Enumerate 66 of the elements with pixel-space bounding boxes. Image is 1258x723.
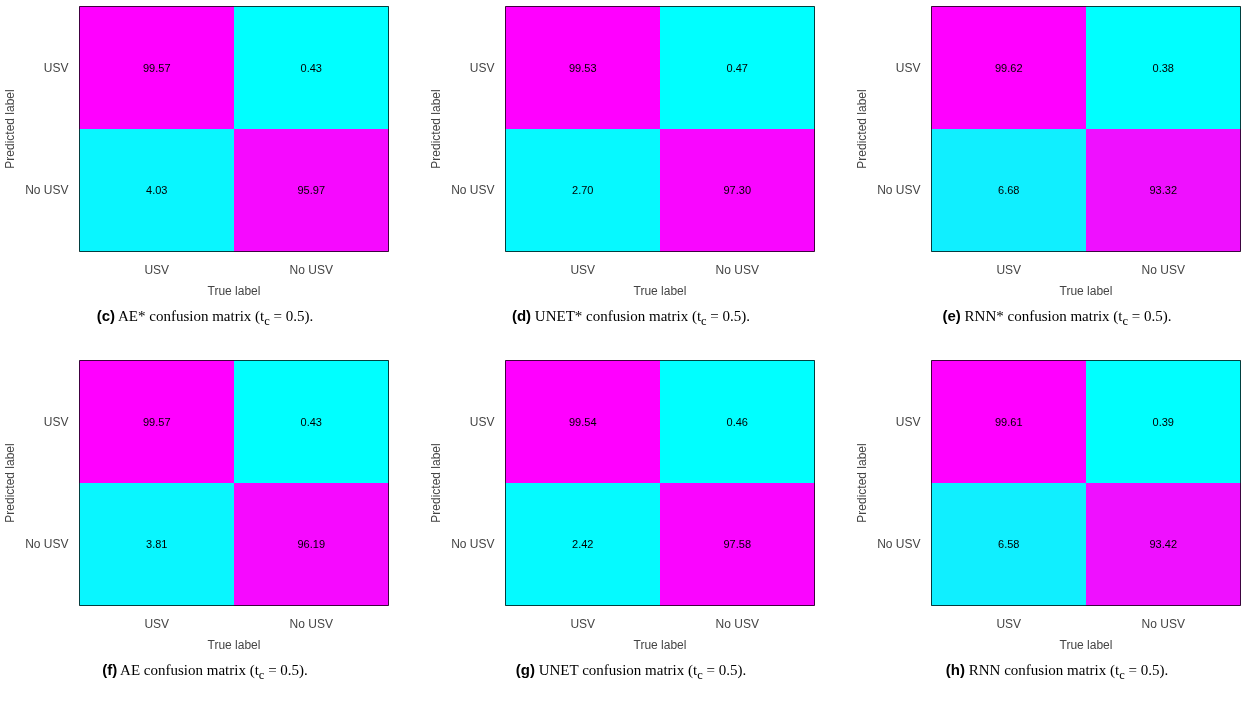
y-tick-label: USV (895, 60, 921, 75)
text: (f) AE confusion matrix (t$_{c}$ = 0.5). (101, 660, 309, 684)
y-tick-label: No USV (25, 537, 69, 552)
data-label: 0.38 (1152, 61, 1174, 74)
data-label: 0.46 (726, 415, 748, 428)
y-tick-label: No USV (25, 183, 69, 198)
x-axis-title: True label (633, 283, 687, 298)
data-label: 97.30 (723, 184, 752, 197)
x-tick-label: USV (144, 616, 170, 631)
x-axis-title: True label (633, 637, 687, 652)
data-label: 0.47 (726, 61, 748, 74)
x-tick-label: No USV (1141, 262, 1185, 277)
y-tick-label: USV (43, 60, 69, 75)
x-tick-label: No USV (715, 262, 759, 277)
y-axis-title: Predicted label (429, 443, 444, 523)
x-tick-label: No USV (1141, 616, 1185, 631)
x-axis-title: True label (207, 637, 261, 652)
data-label: 99.61 (994, 415, 1023, 428)
x-axis-title: True label (1059, 283, 1113, 298)
x-tick-label: USV (144, 262, 170, 277)
x-axis-title: True label (1059, 637, 1113, 652)
data-label: 2.42 (572, 538, 594, 551)
data-label: 4.03 (146, 184, 168, 197)
y-axis-title: Predicted label (3, 89, 18, 169)
data-label: 96.19 (297, 538, 326, 551)
y-axis-title: Predicted label (855, 89, 870, 169)
x-tick-label: USV (996, 262, 1022, 277)
x-tick-label: USV (996, 616, 1022, 631)
y-tick-label: No USV (877, 537, 921, 552)
x-tick-label: No USV (715, 616, 759, 631)
y-tick-label: USV (469, 60, 495, 75)
x-axis-title: True label (207, 283, 261, 298)
text: (d) UNET* confusion matrix (t$_{c}$ = 0.5). (510, 306, 752, 330)
x-tick-label: USV (570, 262, 596, 277)
data-label: 99.54 (568, 415, 597, 428)
y-tick-label: USV (895, 414, 921, 429)
data-label: 3.81 (146, 538, 168, 551)
data-label: 6.58 (998, 538, 1020, 551)
y-tick-label: No USV (877, 183, 921, 198)
data-label: 2.70 (572, 184, 594, 197)
x-tick-label: No USV (289, 616, 333, 631)
y-tick-label: No USV (451, 537, 495, 552)
text: (c) AE* confusion matrix (t$_{c}$ = 0.5). (95, 306, 315, 330)
data-label: 97.58 (723, 538, 752, 551)
data-label: 0.43 (300, 415, 322, 428)
data-label: 93.42 (1149, 538, 1178, 551)
text: (e) RNN* confusion matrix (t$_{c}$ = 0.5). (941, 306, 1173, 330)
data-label: 0.43 (300, 61, 322, 74)
x-tick-label: No USV (289, 262, 333, 277)
data-label: 99.62 (994, 61, 1023, 74)
text: (h) RNN confusion matrix (t$_{c}$ = 0.5). (944, 660, 1170, 684)
y-axis-title: Predicted label (429, 89, 444, 169)
y-tick-label: USV (43, 414, 69, 429)
data-label: 0.39 (1152, 415, 1174, 428)
data-label: 99.57 (142, 415, 171, 428)
text: (g) UNET confusion matrix (t$_{c}$ = 0.5). (514, 660, 748, 684)
data-label: 6.68 (998, 184, 1020, 197)
data-label: 95.97 (297, 184, 326, 197)
y-axis-title: Predicted label (3, 443, 18, 523)
y-tick-label: USV (469, 414, 495, 429)
data-label: 99.57 (142, 61, 171, 74)
data-label: 99.53 (568, 61, 597, 74)
y-tick-label: No USV (451, 183, 495, 198)
y-axis-title: Predicted label (855, 443, 870, 523)
x-tick-label: USV (570, 616, 596, 631)
data-label: 93.32 (1149, 184, 1178, 197)
